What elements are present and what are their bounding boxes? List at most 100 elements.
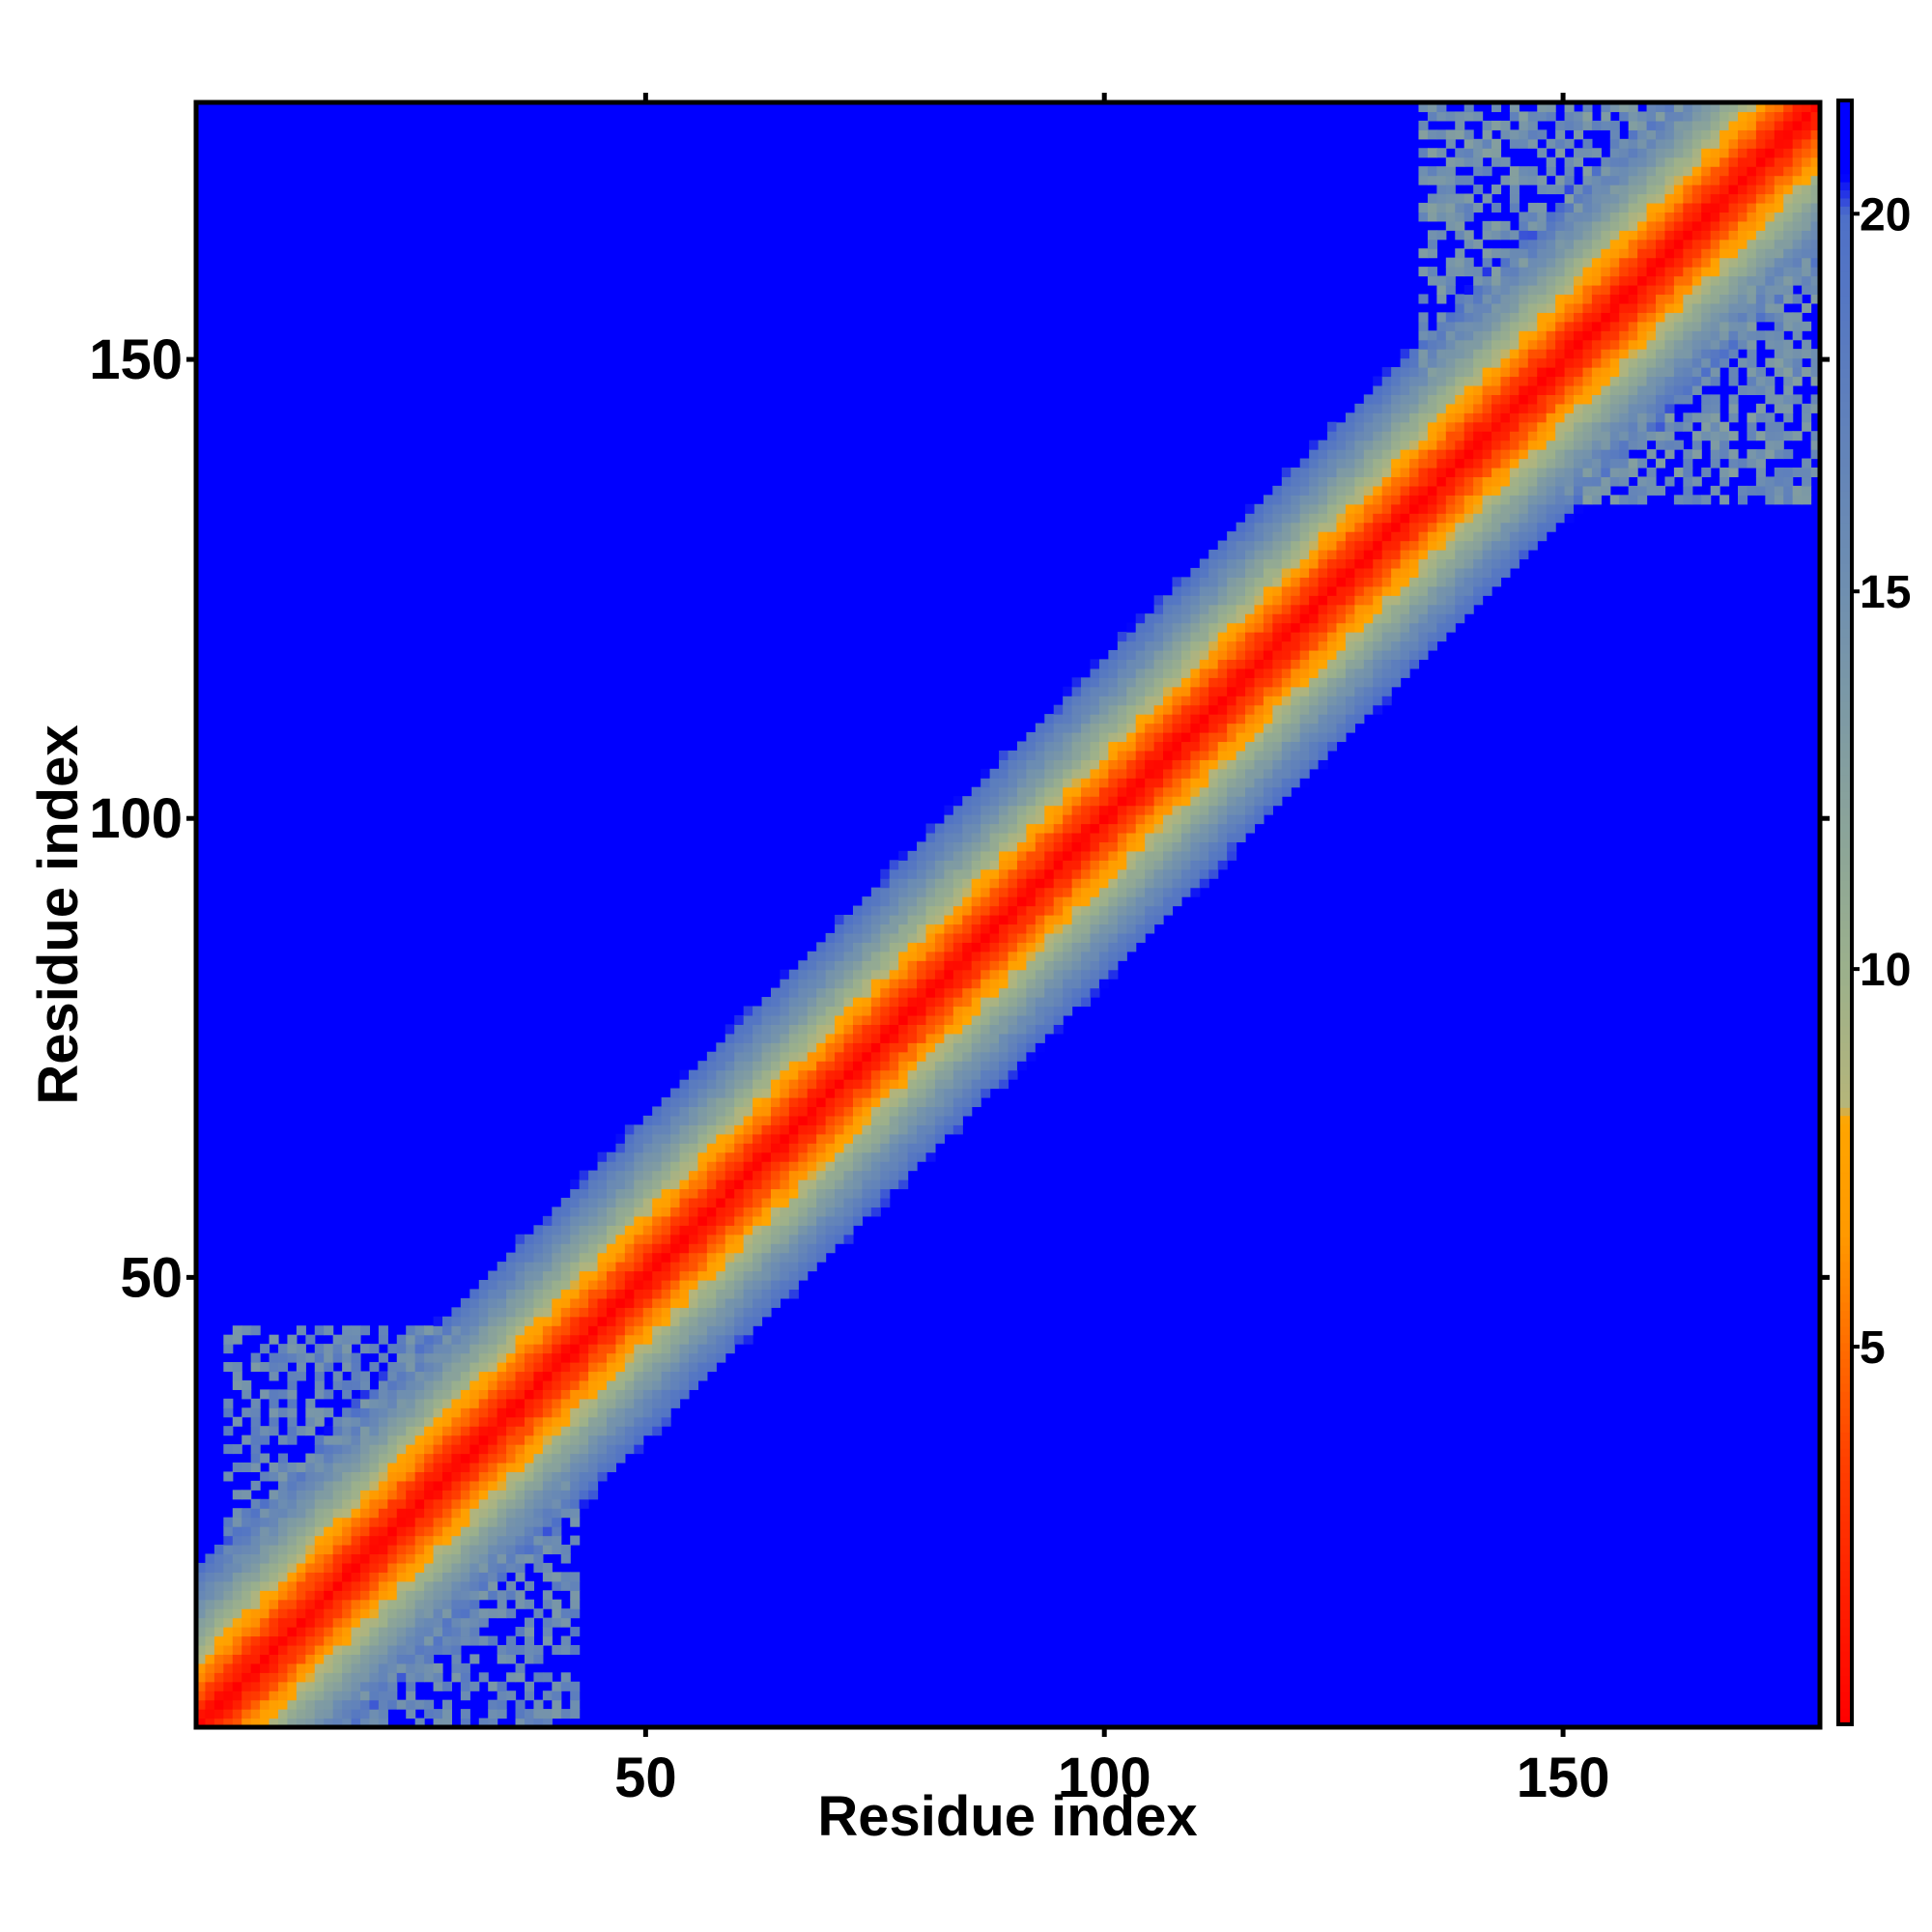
- heatmap-cell: [624, 1398, 635, 1408]
- heatmap-cell: [396, 1344, 407, 1354]
- heatmap-cell: [880, 951, 891, 961]
- heatmap-cell: [469, 1590, 480, 1601]
- heatmap-cell: [570, 1215, 581, 1226]
- heatmap-cell: [1381, 604, 1392, 614]
- heatmap-cell: [962, 860, 973, 870]
- heatmap-cell: [761, 1215, 772, 1226]
- heatmap-cell: [1254, 613, 1264, 624]
- heatmap-cell: [1190, 696, 1201, 706]
- heatmap-cell: [588, 1453, 599, 1463]
- heatmap-cell: [533, 1297, 544, 1308]
- heatmap-cell: [460, 1435, 470, 1445]
- heatmap-cell: [1373, 403, 1383, 413]
- heatmap-cell: [232, 1699, 242, 1710]
- heatmap-cell: [1418, 495, 1429, 505]
- heatmap-cell: [1035, 1014, 1045, 1025]
- heatmap-cell: [1400, 431, 1410, 441]
- heatmap-cell: [588, 1352, 599, 1363]
- heatmap-cell: [196, 1709, 207, 1719]
- heatmap-cell: [232, 1517, 242, 1527]
- heatmap-cell: [925, 1069, 936, 1080]
- heatmap-cell: [724, 1024, 735, 1035]
- heatmap-cell: [1381, 677, 1392, 688]
- heatmap-cell: [1373, 595, 1383, 606]
- heatmap-cell: [688, 1352, 699, 1363]
- heatmap-cell: [378, 1490, 388, 1500]
- heatmap-cell: [588, 1379, 599, 1390]
- heatmap-cell: [1409, 495, 1420, 505]
- heatmap-cell: [706, 1225, 717, 1236]
- heatmap-cell: [560, 1215, 571, 1226]
- heatmap-cell: [1318, 467, 1328, 478]
- heatmap-cell: [1400, 349, 1410, 359]
- heatmap-cell: [1236, 768, 1246, 779]
- heatmap-cell: [351, 1453, 361, 1463]
- heatmap-cell: [1254, 778, 1264, 788]
- heatmap-cell: [1245, 632, 1256, 642]
- heatmap-cell: [835, 1234, 845, 1244]
- heatmap-cell: [1135, 814, 1146, 825]
- heatmap-cell: [542, 1490, 553, 1500]
- heatmap-cell: [351, 1407, 361, 1418]
- heatmap-cell: [524, 1426, 535, 1436]
- heatmap-cell: [542, 1672, 553, 1683]
- heatmap-cell: [1291, 768, 1301, 779]
- heatmap-cell: [1081, 969, 1092, 980]
- heatmap-cell: [898, 1133, 909, 1144]
- heatmap-cell: [1117, 640, 1127, 651]
- heatmap-cell: [816, 1207, 827, 1217]
- heatmap-cell: [1400, 394, 1410, 405]
- heatmap-cell: [1026, 841, 1037, 852]
- heatmap-cell: [835, 1151, 845, 1162]
- heatmap-cell: [424, 1572, 435, 1582]
- heatmap-cell: [597, 1435, 608, 1445]
- heatmap-cell: [324, 1480, 334, 1491]
- heatmap-cell: [652, 1262, 663, 1272]
- heatmap-cell: [542, 1444, 553, 1455]
- heatmap-cell: [533, 1709, 544, 1719]
- heatmap-cell: [242, 1389, 252, 1400]
- heatmap-cell: [223, 1344, 234, 1354]
- heatmap-cell: [907, 1106, 918, 1117]
- heatmap-cell: [1071, 696, 1082, 706]
- heatmap-cell: [716, 1243, 726, 1254]
- heatmap-cell: [324, 1545, 334, 1555]
- heatmap-cell: [414, 1535, 425, 1546]
- heatmap-cell: [1345, 485, 1355, 496]
- heatmap-cell: [387, 1526, 398, 1537]
- heatmap-cell: [1363, 659, 1374, 669]
- heatmap-cell: [1427, 467, 1437, 478]
- heatmap-cell: [1053, 814, 1064, 825]
- heatmap-cell: [761, 1033, 772, 1043]
- heatmap-cell: [688, 1270, 699, 1281]
- heatmap-cell: [1172, 823, 1182, 834]
- heatmap-cell: [469, 1490, 480, 1500]
- heatmap-cell: [332, 1690, 343, 1701]
- heatmap-cell: [232, 1371, 242, 1381]
- heatmap-cell: [835, 1106, 845, 1117]
- heatmap-cell: [642, 1151, 653, 1162]
- heatmap-cell: [862, 905, 872, 916]
- heatmap-cell: [387, 1379, 398, 1390]
- heatmap-cell: [570, 1197, 581, 1208]
- heatmap-cell: [1227, 850, 1237, 861]
- heatmap-cell: [706, 1170, 717, 1180]
- heatmap-cell: [835, 1161, 845, 1172]
- heatmap-cell: [542, 1709, 553, 1719]
- heatmap-cell: [688, 1197, 699, 1208]
- heatmap-cell: [1427, 550, 1437, 560]
- heatmap-cell: [1373, 704, 1383, 715]
- heatmap-cell: [1008, 786, 1018, 797]
- heatmap-cell: [1098, 896, 1109, 907]
- heatmap-cell: [478, 1444, 489, 1455]
- heatmap-cell: [533, 1718, 544, 1728]
- heatmap-cell: [907, 1051, 918, 1062]
- heatmap-cell: [378, 1334, 388, 1345]
- heatmap-cell: [788, 1225, 799, 1236]
- heatmap-cell: [1081, 932, 1092, 943]
- heatmap-cell: [1126, 741, 1137, 752]
- heatmap-cell: [1336, 622, 1347, 633]
- heatmap-cell: [688, 1234, 699, 1244]
- heatmap-cell: [1236, 823, 1246, 834]
- heatmap-cell: [552, 1316, 562, 1326]
